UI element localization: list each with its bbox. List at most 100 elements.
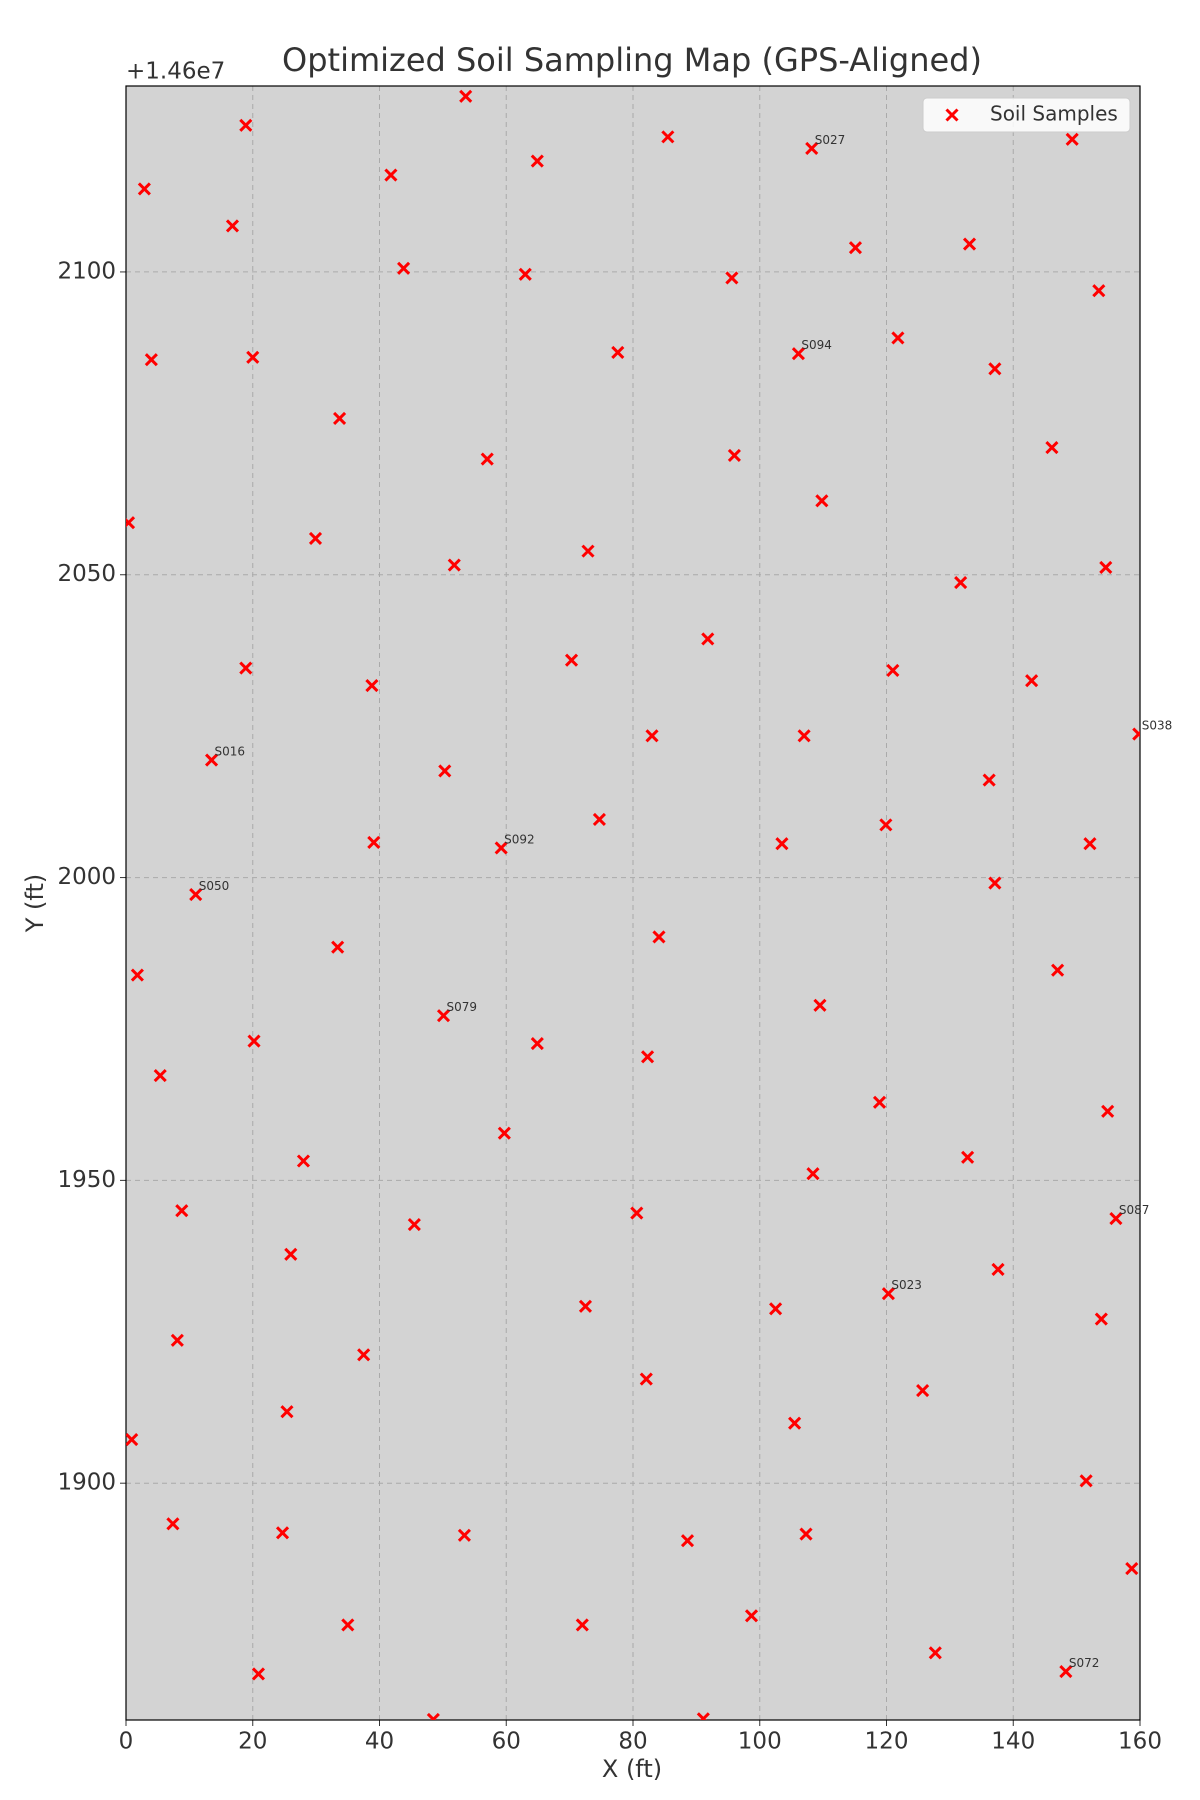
point <box>1109 1211 1123 1226</box>
point <box>457 1528 471 1542</box>
point <box>1092 284 1106 298</box>
point <box>988 362 1002 376</box>
point <box>137 182 151 196</box>
point <box>991 1262 1005 1276</box>
point-label: S087 <box>1119 1203 1150 1217</box>
x-tick-label: 20 <box>238 1729 267 1755</box>
point <box>175 1204 189 1218</box>
point <box>1083 837 1097 851</box>
point-label: S023 <box>891 1278 922 1292</box>
point <box>696 1712 710 1720</box>
point <box>578 1299 593 1313</box>
point <box>459 89 473 103</box>
point <box>438 764 452 778</box>
x-axis-label: X (ft) <box>602 1755 662 1783</box>
point <box>530 1036 544 1051</box>
point <box>189 887 203 902</box>
point <box>727 448 741 462</box>
legend-marker <box>945 108 959 122</box>
point-label: S050 <box>199 879 230 893</box>
x-tick-label: 60 <box>492 1729 521 1755</box>
point <box>1065 132 1079 146</box>
point <box>879 818 893 832</box>
x-tick-label: 100 <box>738 1729 782 1755</box>
point <box>1025 674 1039 688</box>
point <box>791 347 805 361</box>
point <box>630 1206 644 1220</box>
point <box>1045 441 1059 455</box>
point <box>1051 963 1065 977</box>
point <box>331 940 345 954</box>
point <box>275 1526 290 1540</box>
point <box>1099 560 1113 575</box>
point <box>407 1218 421 1232</box>
point <box>744 1609 759 1623</box>
point-label: S079 <box>447 1000 478 1014</box>
point <box>652 930 666 944</box>
point <box>341 1618 355 1632</box>
point <box>284 1247 298 1261</box>
point <box>788 1416 802 1430</box>
point-label: S016 <box>215 745 246 759</box>
point <box>1094 1312 1108 1326</box>
point <box>126 516 136 530</box>
point <box>126 1433 139 1447</box>
point <box>130 968 144 982</box>
point <box>367 835 381 849</box>
point <box>575 1618 589 1632</box>
point <box>1132 727 1140 741</box>
point <box>1079 1474 1093 1488</box>
y-tick-label: 2000 <box>57 864 116 890</box>
point <box>611 345 625 360</box>
point <box>204 753 219 767</box>
point <box>530 154 544 168</box>
point <box>397 261 411 275</box>
point <box>872 1095 887 1109</box>
y-axis-label: Y (ft) <box>21 874 49 933</box>
point <box>962 237 977 251</box>
point <box>170 1333 184 1347</box>
x-tick-label: 40 <box>365 1729 394 1755</box>
point <box>916 1383 930 1398</box>
y-tick-label: 2050 <box>57 561 116 587</box>
x-tick-label: 160 <box>1118 1729 1162 1755</box>
point-label: S027 <box>815 133 846 147</box>
point <box>680 1534 695 1548</box>
point <box>497 1126 511 1140</box>
point <box>806 1167 820 1181</box>
point <box>357 1348 371 1362</box>
legend-box <box>922 97 1131 133</box>
point <box>645 729 659 743</box>
point <box>333 411 347 426</box>
point <box>592 812 606 826</box>
point <box>246 350 260 364</box>
point <box>961 1150 975 1164</box>
point <box>886 663 900 677</box>
point <box>805 141 819 155</box>
point <box>988 876 1002 890</box>
point-label: S092 <box>504 832 535 846</box>
point <box>848 241 863 255</box>
y-tick-label: 1900 <box>57 1470 116 1496</box>
point <box>494 841 508 855</box>
point-label: S072 <box>1069 1656 1100 1670</box>
point <box>661 130 675 144</box>
point <box>564 653 579 667</box>
point <box>701 632 715 646</box>
x-tick-label: 80 <box>618 1729 647 1755</box>
point <box>225 219 240 233</box>
point <box>928 1646 942 1660</box>
point <box>153 1069 167 1083</box>
point <box>1125 1562 1139 1576</box>
point <box>891 331 905 345</box>
point <box>436 1009 451 1023</box>
point <box>239 661 253 675</box>
point <box>447 558 461 572</box>
point <box>384 168 398 182</box>
point <box>797 729 811 743</box>
point <box>775 837 789 851</box>
point <box>247 1034 261 1048</box>
plot-points <box>126 89 1140 1720</box>
point <box>251 1667 266 1681</box>
